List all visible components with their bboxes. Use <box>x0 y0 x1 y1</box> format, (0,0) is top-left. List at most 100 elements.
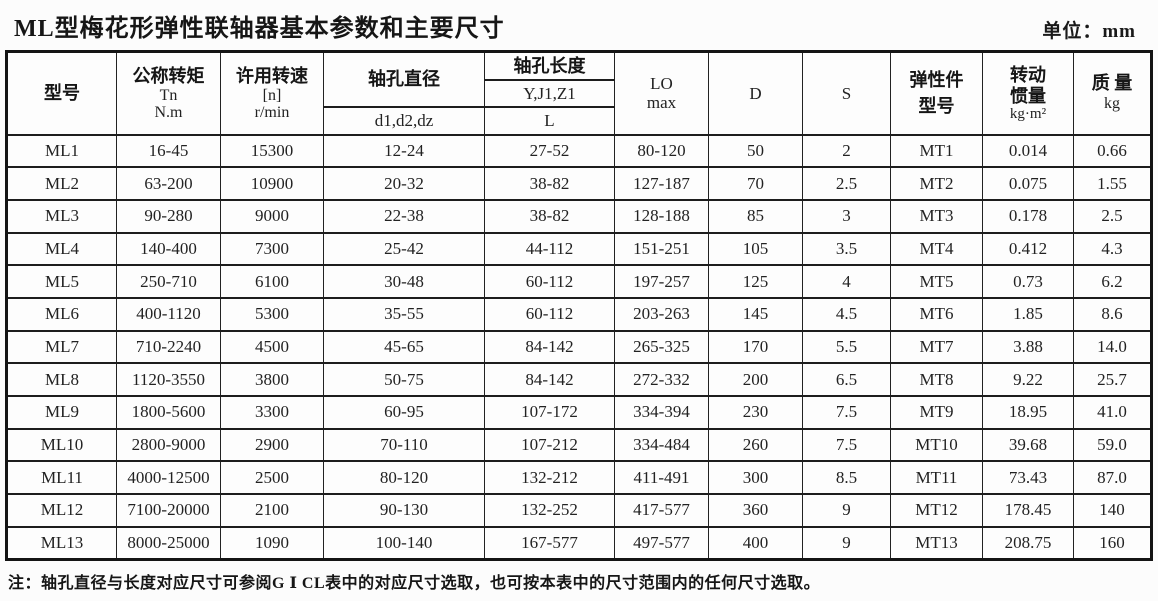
cell-model: ML10 <box>6 427 117 463</box>
cell-bore-length: 60-112 <box>484 296 615 332</box>
cell-model: ML9 <box>6 395 117 430</box>
cell-bore-length: 84-142 <box>484 329 615 365</box>
cell-mass: 41.0 <box>1073 395 1152 430</box>
cell-model: ML7 <box>6 329 117 365</box>
header-row-3: d1,d2,dz L <box>7 105 1152 136</box>
cell-bore-length: 107-172 <box>484 395 615 430</box>
cell-torque: 90-280 <box>116 198 221 234</box>
table-row: ML9 1800-5600 3300 60-95 107-172 334-394… <box>6 395 1152 430</box>
cell-speed: 2500 <box>220 460 324 496</box>
table-header: 型号 公称转矩 Tn N.m 许用转速 [n] r/min 轴孔直径 轴孔长度 … <box>6 50 1152 136</box>
header-model-label: 型号 <box>44 83 80 104</box>
cell-s: 2 <box>802 133 891 169</box>
cell-s: 9 <box>802 525 891 561</box>
cell-lo: 80-120 <box>614 133 709 169</box>
cell-bore-diameter: 35-55 <box>323 296 485 332</box>
cell-bore-length: 132-252 <box>484 493 615 528</box>
cell-bore-diameter: 25-42 <box>323 231 485 267</box>
cell-d: 85 <box>708 198 803 234</box>
cell-s: 4 <box>802 264 891 299</box>
cell-speed: 2100 <box>220 493 324 528</box>
cell-elastic-model: MT7 <box>890 329 983 365</box>
header-bore-diameter-sub: d1,d2,dz <box>323 105 485 136</box>
cell-mass: 140 <box>1073 493 1152 528</box>
cell-d: 170 <box>708 329 803 365</box>
cell-model: ML11 <box>6 460 117 496</box>
table-row: ML10 2800-9000 2900 70-110 107-212 334-4… <box>6 427 1152 463</box>
cell-d: 400 <box>708 525 803 561</box>
cell-elastic-model: MT11 <box>890 460 983 496</box>
cell-inertia: 18.95 <box>982 395 1074 430</box>
cell-speed: 2900 <box>220 427 324 463</box>
cell-inertia: 0.014 <box>982 133 1074 169</box>
cell-inertia: 0.412 <box>982 231 1074 267</box>
cell-s: 5.5 <box>802 329 891 365</box>
header-inertia: 转动 惯量 kg·m² <box>982 50 1074 136</box>
cell-bore-length: 38-82 <box>484 198 615 234</box>
header-model: 型号 <box>6 50 117 136</box>
cell-speed: 9000 <box>220 198 324 234</box>
table-body: ML1 16-45 15300 12-24 27-52 80-120 50 2 … <box>6 133 1152 561</box>
cell-mass: 25.7 <box>1073 362 1152 397</box>
cell-torque: 1800-5600 <box>116 395 221 430</box>
cell-torque: 2800-9000 <box>116 427 221 463</box>
cell-bore-diameter: 12-24 <box>323 133 485 169</box>
header-lo: LO max <box>614 50 709 136</box>
cell-bore-diameter: 22-38 <box>323 198 485 234</box>
cell-torque: 250-710 <box>116 264 221 299</box>
cell-d: 360 <box>708 493 803 528</box>
cell-lo: 203-263 <box>614 296 709 332</box>
table-row: ML12 7100-20000 2100 90-130 132-252 417-… <box>6 493 1152 528</box>
cell-mass: 14.0 <box>1073 329 1152 365</box>
cell-torque: 710-2240 <box>116 329 221 365</box>
cell-model: ML8 <box>6 362 117 397</box>
table-row: ML7 710-2240 4500 45-65 84-142 265-325 1… <box>6 329 1152 365</box>
cell-mass: 0.66 <box>1073 133 1152 169</box>
cell-bore-length: 167-577 <box>484 525 615 561</box>
cell-bore-diameter: 20-32 <box>323 166 485 201</box>
cell-model: ML13 <box>6 525 117 561</box>
page-title: ML型梅花形弹性联轴器基本参数和主要尺寸 <box>14 16 505 42</box>
cell-inertia: 208.75 <box>982 525 1074 561</box>
cell-torque: 7100-20000 <box>116 493 221 528</box>
cell-s: 7.5 <box>802 427 891 463</box>
cell-model: ML6 <box>6 296 117 332</box>
cell-d: 145 <box>708 296 803 332</box>
cell-d: 300 <box>708 460 803 496</box>
cell-d: 50 <box>708 133 803 169</box>
cell-speed: 15300 <box>220 133 324 169</box>
cell-model: ML2 <box>6 166 117 201</box>
cell-elastic-model: MT9 <box>890 395 983 430</box>
cell-mass: 1.55 <box>1073 166 1152 201</box>
cell-lo: 151-251 <box>614 231 709 267</box>
table-row: ML5 250-710 6100 30-48 60-112 197-257 12… <box>6 264 1152 299</box>
cell-lo: 197-257 <box>614 264 709 299</box>
cell-model: ML12 <box>6 493 117 528</box>
cell-torque: 8000-25000 <box>116 525 221 561</box>
cell-speed: 5300 <box>220 296 324 332</box>
cell-mass: 160 <box>1073 525 1152 561</box>
cell-lo: 497-577 <box>614 525 709 561</box>
cell-bore-length: 60-112 <box>484 264 615 299</box>
header-bore-length: 轴孔长度 <box>484 50 615 81</box>
cell-d: 70 <box>708 166 803 201</box>
cell-bore-diameter: 70-110 <box>323 427 485 463</box>
cell-d: 125 <box>708 264 803 299</box>
cell-elastic-model: MT3 <box>890 198 983 234</box>
cell-model: ML1 <box>6 133 117 169</box>
cell-bore-diameter: 45-65 <box>323 329 485 365</box>
table-row: ML8 1120-3550 3800 50-75 84-142 272-332 … <box>6 362 1152 397</box>
header-torque: 公称转矩 Tn N.m <box>116 50 221 136</box>
cell-s: 4.5 <box>802 296 891 332</box>
cell-torque: 4000-12500 <box>116 460 221 496</box>
cell-bore-diameter: 100-140 <box>323 525 485 561</box>
cell-mass: 87.0 <box>1073 460 1152 496</box>
cell-elastic-model: MT5 <box>890 264 983 299</box>
cell-speed: 3800 <box>220 362 324 397</box>
cell-d: 105 <box>708 231 803 267</box>
cell-speed: 3300 <box>220 395 324 430</box>
table-row: ML6 400-1120 5300 35-55 60-112 203-263 1… <box>6 296 1152 332</box>
header-speed: 许用转速 [n] r/min <box>220 50 324 136</box>
cell-elastic-model: MT8 <box>890 362 983 397</box>
cell-lo: 128-188 <box>614 198 709 234</box>
